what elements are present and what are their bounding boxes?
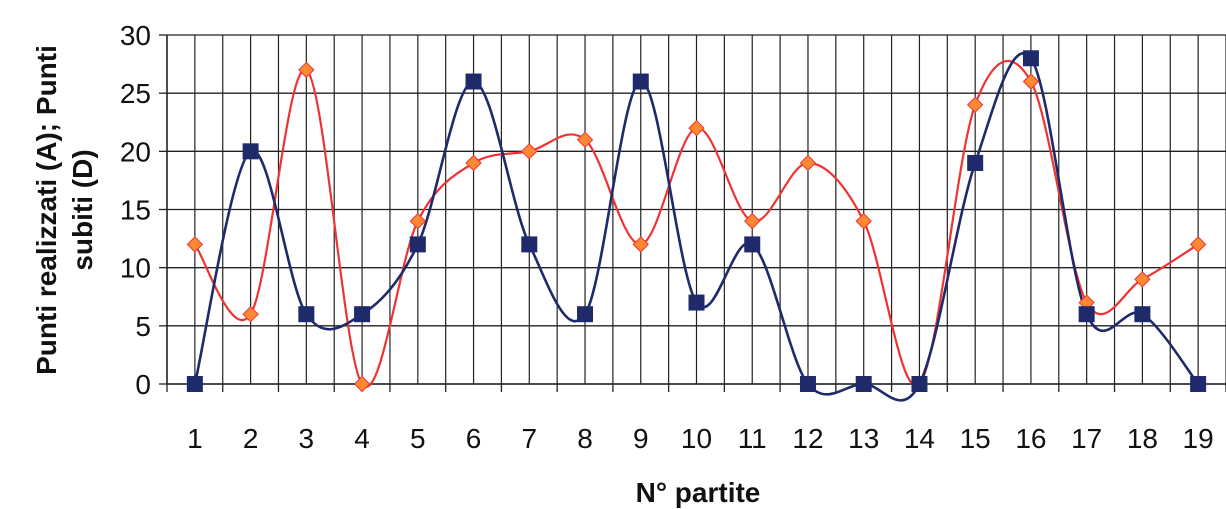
series-1-point: [966, 96, 984, 114]
x-tick-label: 7: [522, 423, 538, 454]
series-2-point: [911, 376, 928, 392]
y-tick-label: 20: [120, 136, 151, 167]
series-1-point: [242, 305, 259, 323]
series-1-point: [521, 143, 538, 160]
y-tick-label: 30: [120, 20, 151, 51]
series-1-point: [632, 236, 649, 253]
x-tick-label: 17: [1071, 423, 1102, 454]
x-tick-label: 4: [354, 423, 370, 454]
grid: [166, 34, 1226, 385]
series-markers: [186, 50, 1207, 393]
series-1-point: [186, 236, 204, 253]
y-tick-label: 15: [120, 195, 151, 226]
series-2-point: [1190, 376, 1207, 392]
series-1-point: [353, 375, 371, 393]
x-tick-label: 11: [738, 423, 767, 454]
x-tick-label: 18: [1127, 423, 1158, 454]
x-tick-label: 15: [960, 423, 991, 454]
y-tick-label: 0: [135, 369, 151, 400]
series-2-point: [242, 143, 259, 160]
series-2-point: [1022, 50, 1039, 67]
x-tick-label: 14: [904, 423, 935, 454]
series-2-point: [688, 294, 705, 311]
y-axis-title-line1: Punti realizzati (A); Punti: [31, 45, 62, 375]
y-axis-title: Punti realizzati (A); Punti subiti (D): [31, 45, 98, 375]
series-1-point: [576, 131, 594, 148]
x-tick-label: 1: [187, 423, 203, 454]
series-2-point: [186, 376, 203, 392]
x-tick-label: 10: [681, 423, 712, 454]
x-axis-title: N° partite: [636, 477, 761, 508]
y-tick-labels: 0 5 10 15 20 25 30: [120, 20, 151, 400]
series-2-point: [744, 236, 761, 253]
x-tick-label: 9: [633, 423, 649, 454]
series-1-point: [1189, 236, 1207, 253]
series-1-point: [1134, 271, 1151, 288]
series-2-point: [967, 154, 984, 171]
series-1-point: [799, 154, 817, 172]
series-2-point: [465, 73, 482, 90]
series-1-point: [465, 154, 482, 172]
series-2-point: [1134, 306, 1151, 323]
series-2-point: [409, 236, 426, 253]
series-1-point: [298, 61, 315, 79]
x-tick-labels: 1 2 3 4 5 6 7 8 9 10 11 12 13 14 15 16 17 18 19: [187, 423, 1214, 454]
x-tick-label: 6: [466, 423, 482, 454]
x-tick-label: 13: [848, 423, 879, 454]
y-axis-title-line2: subiti (D): [67, 149, 98, 270]
axes: [159, 34, 1226, 392]
x-tick-label: 2: [243, 423, 259, 454]
series-2-point: [354, 306, 371, 323]
series-2-point: [521, 236, 538, 253]
series-1-point: [688, 119, 705, 137]
y-tick-label: 25: [120, 78, 151, 109]
series-2-point: [855, 376, 872, 392]
series-2-point: [298, 306, 315, 323]
x-tick-label: 16: [1015, 423, 1046, 454]
y-tick-label: 10: [120, 253, 151, 284]
series-2-point: [632, 73, 649, 90]
series-2-point: [577, 306, 594, 323]
y-tick-label: 5: [135, 311, 151, 342]
series-2-point: [799, 376, 816, 392]
series-1-point: [409, 212, 427, 230]
x-tick-label: 12: [792, 423, 823, 454]
series-1-point: [744, 212, 761, 230]
x-tick-label: 3: [299, 423, 315, 454]
x-tick-label: 5: [410, 423, 426, 454]
x-tick-label: 8: [577, 423, 593, 454]
series-1-point: [1022, 73, 1040, 90]
series-1-point: [855, 212, 872, 230]
series-2-point: [1078, 306, 1095, 323]
x-tick-label: 19: [1183, 423, 1214, 454]
